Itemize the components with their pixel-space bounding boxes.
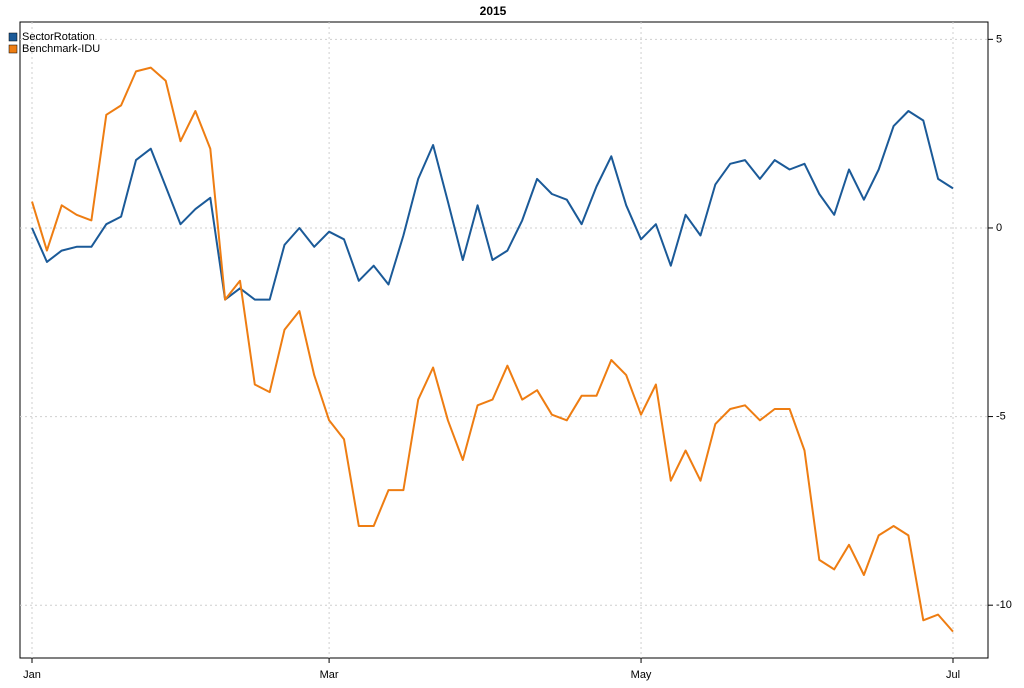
legend-label: SectorRotation (22, 31, 95, 43)
x-tick-label: May (631, 669, 652, 681)
x-tick-label: Jan (23, 669, 41, 681)
y-tick-label: -5 (996, 410, 1006, 422)
y-tick-label: -10 (996, 599, 1012, 611)
legend-swatch (8, 44, 18, 54)
x-tick-label: Mar (320, 669, 339, 681)
chart-title: 2015 (480, 4, 507, 18)
y-tick-label: 0 (996, 222, 1002, 234)
series-line (31, 110, 954, 301)
x-tick-label: Jul (946, 669, 960, 681)
plot-frame (19, 21, 989, 659)
series-line (31, 66, 954, 633)
y-tick-label: 5 (996, 33, 1002, 45)
legend-label: Benchmark-IDU (22, 43, 100, 55)
legend-swatch (8, 32, 18, 42)
